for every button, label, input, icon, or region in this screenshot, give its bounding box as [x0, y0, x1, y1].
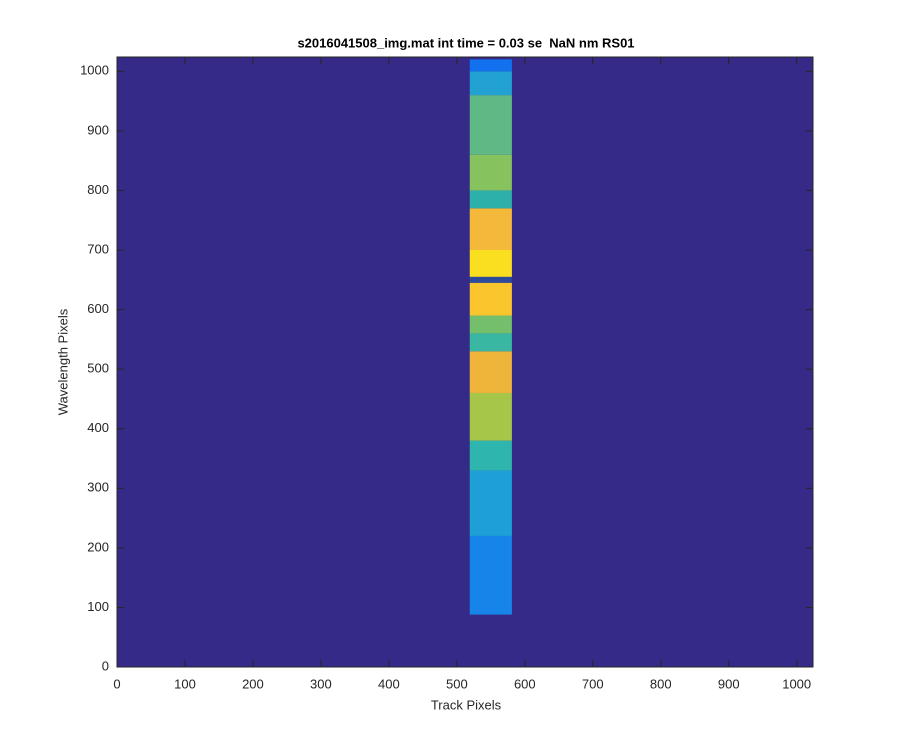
intensity-band	[469, 351, 512, 393]
y-tick-label: 500	[87, 361, 109, 376]
x-tick-label: 200	[242, 676, 264, 691]
intensity-band	[469, 535, 512, 615]
intensity-band	[469, 154, 512, 191]
y-axis-label: Wavelength Pixels	[55, 308, 70, 415]
y-tick-label: 900	[87, 122, 109, 137]
y-tick-label: 200	[87, 539, 109, 554]
intensity-band	[469, 276, 512, 283]
intensity-band	[469, 208, 512, 251]
y-tick-label: 100	[87, 599, 109, 614]
chart-title: s2016041508_img.mat int time = 0.03 se N…	[297, 35, 634, 50]
intensity-band	[469, 333, 512, 352]
x-tick-label: 300	[310, 676, 332, 691]
intensity-band	[469, 470, 512, 536]
x-axis-label: Track Pixels	[431, 697, 502, 712]
intensity-band	[469, 315, 512, 334]
x-tick-label: 800	[650, 676, 672, 691]
intensity-band	[469, 282, 512, 316]
y-tick-label: 300	[87, 480, 109, 495]
x-tick-label: 1000	[782, 676, 811, 691]
x-tick-label: 100	[174, 676, 196, 691]
intensity-band	[469, 190, 512, 209]
intensity-band	[469, 440, 512, 471]
y-tick-label: 0	[102, 658, 109, 673]
image-background	[117, 57, 813, 667]
intensity-band	[469, 71, 512, 96]
axes-box	[116, 56, 814, 668]
x-tick-label: 600	[514, 676, 536, 691]
x-tick-label: 500	[446, 676, 468, 691]
y-tick-label: 400	[87, 420, 109, 435]
y-tick-label: 1000	[80, 63, 109, 78]
intensity-band	[469, 250, 512, 277]
x-tick-label: 400	[378, 676, 400, 691]
intensity-band	[469, 392, 512, 441]
y-tick-label: 600	[87, 301, 109, 316]
x-tick-label: 700	[582, 676, 604, 691]
intensity-band	[469, 95, 512, 155]
intensity-band	[469, 59, 512, 72]
y-tick-label: 700	[87, 241, 109, 256]
x-tick-label: 0	[113, 676, 120, 691]
y-tick-label: 800	[87, 182, 109, 197]
x-tick-label: 900	[718, 676, 740, 691]
